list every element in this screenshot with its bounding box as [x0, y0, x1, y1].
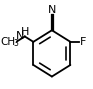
Text: CH: CH	[1, 37, 16, 47]
Text: H: H	[20, 28, 29, 37]
Text: 3: 3	[14, 39, 18, 48]
Text: F: F	[80, 37, 86, 47]
Text: N: N	[48, 5, 56, 15]
Text: N: N	[15, 32, 24, 41]
